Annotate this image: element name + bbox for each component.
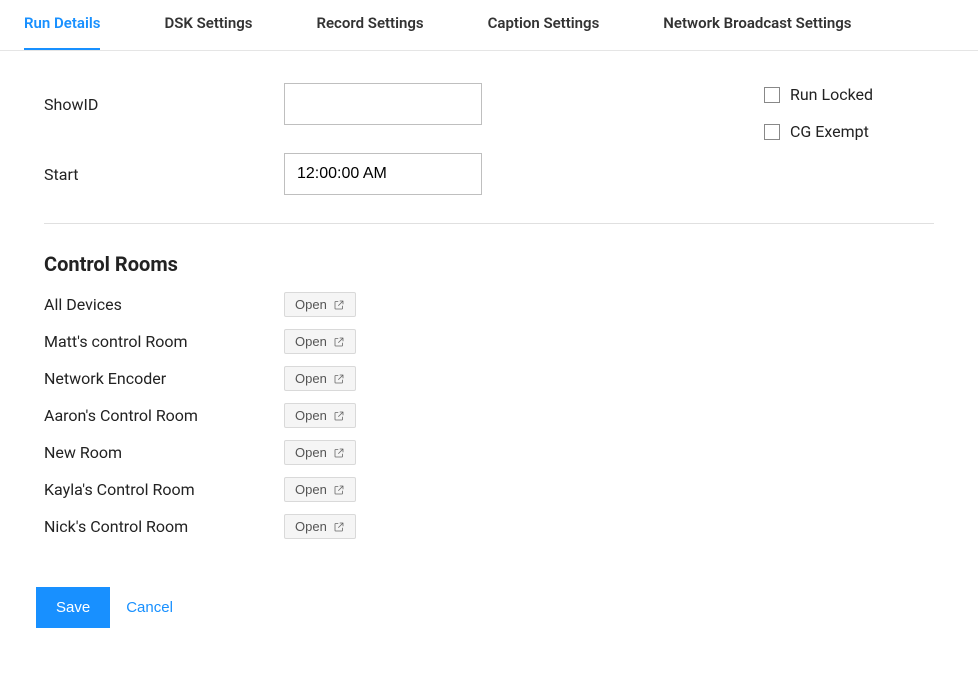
open-button-label: Open [295, 408, 327, 423]
show-id-label: ShowID [44, 95, 284, 114]
open-button-label: Open [295, 445, 327, 460]
cg-exempt-label: CG Exempt [790, 122, 869, 141]
control-room-row: Matt's control Room Open [44, 329, 934, 354]
external-link-icon [333, 484, 345, 496]
run-locked-checkbox[interactable] [764, 87, 780, 103]
tab-record-settings[interactable]: Record Settings [316, 0, 423, 50]
external-link-icon [333, 521, 345, 533]
external-link-icon [333, 447, 345, 459]
control-room-row: Nick's Control Room Open [44, 514, 934, 539]
tab-dsk-settings[interactable]: DSK Settings [164, 0, 252, 50]
control-room-name: Network Encoder [44, 369, 284, 388]
control-rooms-list: All DevicesOpenMatt's control RoomOpenNe… [44, 292, 934, 539]
control-room-row: New Room Open [44, 440, 934, 465]
control-room-name: Matt's control Room [44, 332, 284, 351]
control-room-row: All Devices Open [44, 292, 934, 317]
control-room-name: All Devices [44, 295, 284, 314]
open-button-label: Open [295, 334, 327, 349]
open-room-button[interactable]: Open [284, 440, 356, 465]
external-link-icon [333, 299, 345, 311]
tab-network-broadcast-settings[interactable]: Network Broadcast Settings [663, 0, 851, 50]
open-button-label: Open [295, 371, 327, 386]
start-label: Start [44, 165, 284, 184]
control-room-row: Network Encoder Open [44, 366, 934, 391]
run-locked-label: Run Locked [790, 85, 873, 104]
show-id-input[interactable] [284, 83, 482, 125]
open-button-label: Open [295, 482, 327, 497]
open-button-label: Open [295, 519, 327, 534]
section-divider [44, 223, 934, 224]
tab-content: ShowID Start Run Locked CG Exempt Contro… [0, 51, 978, 539]
open-room-button[interactable]: Open [284, 292, 356, 317]
control-room-row: Aaron's Control Room Open [44, 403, 934, 428]
external-link-icon [333, 410, 345, 422]
footer-actions: Save Cancel [0, 587, 978, 680]
control-room-name: Aaron's Control Room [44, 406, 284, 425]
tab-caption-settings[interactable]: Caption Settings [488, 0, 600, 50]
control-room-name: New Room [44, 443, 284, 462]
control-rooms-title: Control Rooms [44, 252, 934, 276]
external-link-icon [333, 373, 345, 385]
cg-exempt-checkbox[interactable] [764, 124, 780, 140]
tab-run-details[interactable]: Run Details [24, 0, 100, 50]
control-room-name: Kayla's Control Room [44, 480, 284, 499]
open-room-button[interactable]: Open [284, 514, 356, 539]
open-room-button[interactable]: Open [284, 366, 356, 391]
open-room-button[interactable]: Open [284, 403, 356, 428]
control-room-name: Nick's Control Room [44, 517, 284, 536]
open-room-button[interactable]: Open [284, 329, 356, 354]
open-button-label: Open [295, 297, 327, 312]
tabs-bar: Run Details DSK Settings Record Settings… [0, 0, 978, 51]
external-link-icon [333, 336, 345, 348]
start-input[interactable] [284, 153, 482, 195]
save-button[interactable]: Save [36, 587, 110, 628]
control-room-row: Kayla's Control Room Open [44, 477, 934, 502]
open-room-button[interactable]: Open [284, 477, 356, 502]
cancel-button[interactable]: Cancel [126, 599, 173, 616]
